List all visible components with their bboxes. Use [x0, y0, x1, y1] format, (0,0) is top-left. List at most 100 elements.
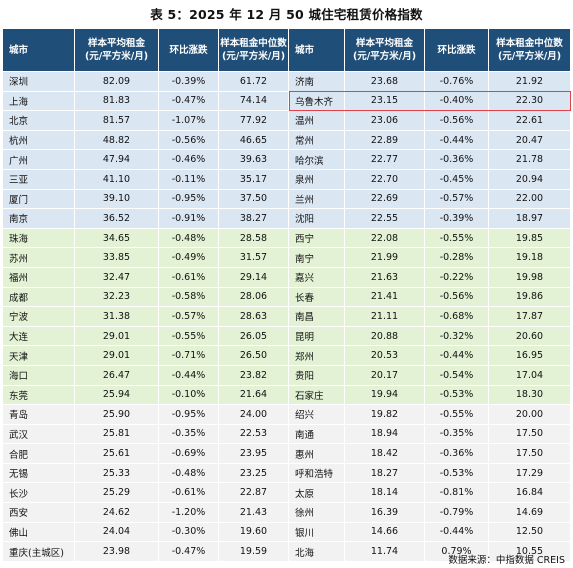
cell-avg-rent: 23.68 — [344, 71, 425, 92]
cell-median-rent: 20.94 — [488, 168, 571, 190]
cell-median-rent: 18.30 — [488, 384, 571, 406]
cell-median-rent: 12.50 — [488, 521, 571, 543]
cell-mom: -1.20% — [158, 502, 219, 523]
cell-median-rent: 17.04 — [488, 364, 571, 386]
cell-avg-rent: 21.11 — [344, 306, 425, 327]
table-row: 天津 29.01 -0.71% 26.50 郑州 20.53 -0.44% 16.95 — [2, 345, 571, 366]
cell-median-rent: 20.60 — [488, 325, 571, 347]
cell-mom: -0.44% — [424, 129, 489, 151]
cell-mom: -0.36% — [424, 443, 489, 464]
cell-mom: -0.36% — [424, 149, 489, 170]
cell-city: 兰州 — [288, 188, 345, 210]
cell-city: 昆明 — [288, 325, 345, 347]
cell-mom: -0.61% — [158, 482, 219, 504]
cell-avg-rent: 18.94 — [344, 423, 425, 445]
cell-avg-rent: 20.53 — [344, 345, 425, 366]
cell-city: 石家庄 — [288, 384, 345, 406]
cell-mom: -0.79% — [424, 502, 489, 523]
cell-city: 泉州 — [288, 168, 345, 190]
header-median-rent: 样本租金中位数 (元/平方米/月) — [488, 28, 571, 72]
cell-avg-rent: 25.61 — [74, 443, 159, 464]
header-city: 城市 — [2, 28, 75, 72]
cell-avg-rent: 29.01 — [74, 345, 159, 366]
cell-mom: -0.39% — [424, 208, 489, 229]
cell-city: 南京 — [2, 208, 75, 229]
cell-mom: -0.71% — [158, 345, 219, 366]
table-row: 北京 81.57 -1.07% 77.92 温州 23.06 -0.56% 22.61 — [2, 110, 571, 131]
cell-city: 三亚 — [2, 168, 75, 190]
cell-mom: -0.35% — [158, 423, 219, 445]
cell-avg-rent: 33.85 — [74, 247, 159, 268]
table-row: 三亚 41.10 -0.11% 35.17 泉州 22.70 -0.45% 20.94 — [2, 168, 571, 190]
cell-avg-rent: 14.66 — [344, 521, 425, 543]
cell-median-rent: 28.06 — [218, 286, 289, 308]
cell-median-rent: 31.57 — [218, 247, 289, 268]
cell-median-rent: 19.60 — [218, 521, 289, 543]
cell-median-rent: 28.58 — [218, 227, 289, 249]
cell-median-rent: 46.65 — [218, 129, 289, 151]
header-city: 城市 — [288, 28, 345, 72]
cell-city: 福州 — [2, 266, 75, 288]
cell-city: 沈阳 — [288, 208, 345, 229]
cell-city: 济南 — [288, 71, 345, 92]
cell-mom: -0.95% — [158, 404, 219, 425]
table-row: 杭州 48.82 -0.56% 46.65 常州 22.89 -0.44% 20.47 — [2, 129, 571, 151]
cell-median-rent: 19.85 — [488, 227, 571, 249]
cell-avg-rent: 18.42 — [344, 443, 425, 464]
cell-avg-rent: 22.77 — [344, 149, 425, 170]
cell-mom: -0.54% — [424, 364, 489, 386]
data-source-note: 数据来源：中指数据 CREIS — [448, 555, 565, 566]
cell-median-rent: 20.47 — [488, 129, 571, 151]
cell-median-rent: 22.53 — [218, 423, 289, 445]
cell-median-rent: 22.87 — [218, 482, 289, 504]
cell-median-rent: 21.64 — [218, 384, 289, 406]
cell-city: 长沙 — [2, 482, 75, 504]
cell-mom: -0.39% — [158, 71, 219, 92]
table-row: 南京 36.52 -0.91% 38.27 沈阳 22.55 -0.39% 18.97 — [2, 208, 571, 229]
cell-mom: -0.56% — [158, 129, 219, 151]
cell-city: 成都 — [2, 286, 75, 308]
cell-mom: -0.56% — [424, 286, 489, 308]
table-title: 表 5：2025 年 12 月 50 城住宅租赁价格指数 — [150, 7, 423, 22]
cell-city: 南昌 — [288, 306, 345, 327]
cell-city: 长春 — [288, 286, 345, 308]
cell-median-rent: 16.95 — [488, 345, 571, 366]
cell-mom: -0.49% — [158, 247, 219, 268]
cell-avg-rent: 25.81 — [74, 423, 159, 445]
table-body: 深圳 82.09 -0.39% 61.72 济南 23.68 -0.76% 21.92 上海 81… — [2, 71, 571, 562]
cell-mom: -0.35% — [424, 423, 489, 445]
cell-mom: -0.46% — [158, 149, 219, 170]
cell-avg-rent: 31.38 — [74, 306, 159, 327]
cell-city: 南通 — [288, 423, 345, 445]
cell-mom: -0.57% — [424, 188, 489, 210]
cell-city: 重庆(主城区) — [2, 541, 75, 562]
cell-mom: -0.69% — [158, 443, 219, 464]
cell-mom: -0.55% — [424, 404, 489, 425]
header-avg-rent: 样本平均租金 (元/平方米/月) — [74, 28, 159, 72]
cell-median-rent: 19.18 — [488, 247, 571, 268]
cell-mom: -0.28% — [424, 247, 489, 268]
cell-mom: -0.55% — [158, 325, 219, 347]
cell-mom: -0.11% — [158, 168, 219, 190]
cell-avg-rent: 23.15 — [344, 90, 425, 112]
cell-avg-rent: 48.82 — [74, 129, 159, 151]
cell-mom: -0.44% — [158, 364, 219, 386]
cell-median-rent: 21.78 — [488, 149, 571, 170]
cell-avg-rent: 39.10 — [74, 188, 159, 210]
rent-index-table-wrapper: 城市 样本平均租金 (元/平方米/月) 环比涨跌 样本租金中位数 (元/平方米/月)… — [2, 28, 571, 562]
cell-median-rent: 21.43 — [218, 502, 289, 523]
cell-city: 南宁 — [288, 247, 345, 268]
header-mom: 环比涨跌 — [158, 28, 219, 72]
cell-mom: -0.47% — [158, 90, 219, 112]
cell-avg-rent: 22.08 — [344, 227, 425, 249]
cell-median-rent: 77.92 — [218, 110, 289, 131]
cell-avg-rent: 24.62 — [74, 502, 159, 523]
header-avg-rent: 样本平均租金 (元/平方米/月) — [344, 28, 425, 72]
header-median-rent: 样本租金中位数 (元/平方米/月) — [218, 28, 289, 72]
cell-median-rent: 19.98 — [488, 266, 571, 288]
table-row: 海口 26.47 -0.44% 23.82 贵阳 20.17 -0.54% 17.04 — [2, 364, 571, 386]
cell-avg-rent: 25.94 — [74, 384, 159, 406]
cell-mom: -0.32% — [424, 325, 489, 347]
cell-mom: -0.91% — [158, 208, 219, 229]
cell-mom: -0.48% — [158, 462, 219, 484]
